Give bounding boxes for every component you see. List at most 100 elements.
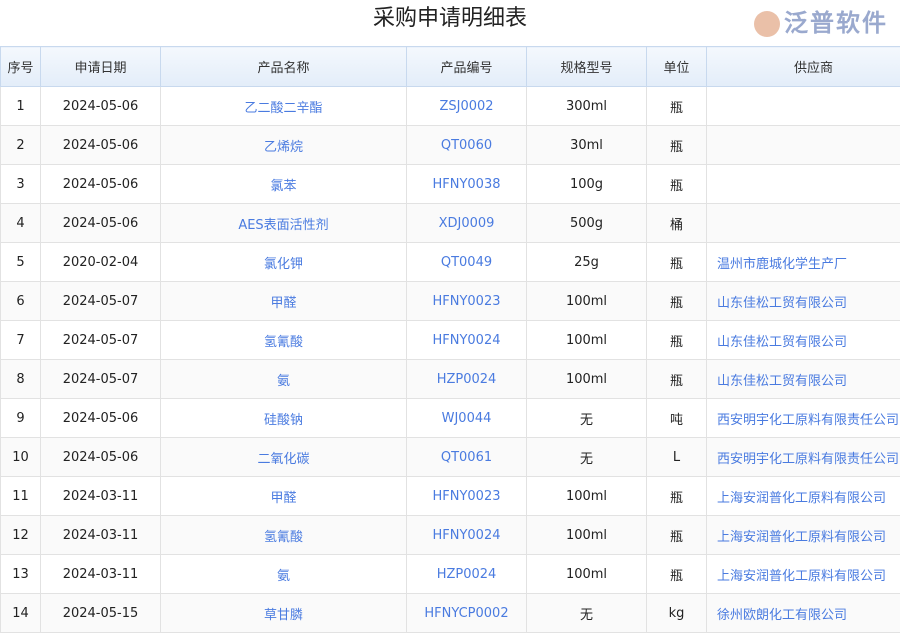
col-supplier-cell xyxy=(707,126,900,165)
col-supplier-cell[interactable]: 西安明宇化工原料有限责任公司 xyxy=(707,399,900,438)
watermark: 泛普软件 xyxy=(754,6,888,40)
col-product-name-cell[interactable]: 氨 xyxy=(161,360,407,399)
col-supplier-cell[interactable]: 上海安润普化工原料有限公司 xyxy=(707,555,900,594)
col-index-cell: 1 xyxy=(1,87,41,126)
col-product-code-cell[interactable]: HFNY0024 xyxy=(407,321,527,360)
col-index-cell: 5 xyxy=(1,243,41,282)
col-index-cell: 13 xyxy=(1,555,41,594)
col-index-cell: 2 xyxy=(1,126,41,165)
col-product-name-cell[interactable]: 乙二酸二辛酯 xyxy=(161,87,407,126)
col-supplier-cell[interactable]: 山东佳松工贸有限公司 xyxy=(707,360,900,399)
col-unit-cell: L xyxy=(647,438,707,477)
col-supplier-cell[interactable]: 山东佳松工贸有限公司 xyxy=(707,282,900,321)
col-product-code-cell[interactable]: WJ0044 xyxy=(407,399,527,438)
col-spec-header: 规格型号 xyxy=(527,47,647,87)
col-spec-cell: 无 xyxy=(527,438,647,477)
col-supplier-cell[interactable]: 西安明宇化工原料有限责任公司 xyxy=(707,438,900,477)
col-unit-cell: 吨 xyxy=(647,399,707,438)
col-spec-cell: 300ml xyxy=(527,87,647,126)
col-product-name-cell[interactable]: 氢氰酸 xyxy=(161,516,407,555)
col-product-name-cell[interactable]: 氯化钾 xyxy=(161,243,407,282)
col-product-name-cell[interactable]: 氢氰酸 xyxy=(161,321,407,360)
col-date-cell: 2024-05-06 xyxy=(41,399,161,438)
col-unit-cell: kg xyxy=(647,594,707,633)
col-product-code-cell[interactable]: HFNY0024 xyxy=(407,516,527,555)
col-spec-cell: 100g xyxy=(527,165,647,204)
col-product-name-cell[interactable]: 氨 xyxy=(161,555,407,594)
col-unit-cell: 桶 xyxy=(647,204,707,243)
col-date-header: 申请日期 xyxy=(41,47,161,87)
col-product-code-header: 产品编号 xyxy=(407,47,527,87)
col-date-cell: 2024-05-06 xyxy=(41,165,161,204)
col-spec-cell: 100ml xyxy=(527,321,647,360)
col-unit-cell: 瓶 xyxy=(647,555,707,594)
col-index-cell: 8 xyxy=(1,360,41,399)
col-spec-cell: 25g xyxy=(527,243,647,282)
col-date-cell: 2024-05-06 xyxy=(41,126,161,165)
col-index-cell: 7 xyxy=(1,321,41,360)
col-unit-cell: 瓶 xyxy=(647,282,707,321)
col-product-name-cell[interactable]: 硅酸钠 xyxy=(161,399,407,438)
col-product-code-cell[interactable]: HZP0024 xyxy=(407,360,527,399)
col-product-name-cell[interactable]: 乙烯烷 xyxy=(161,126,407,165)
col-product-name-cell[interactable]: AES表面活性剂 xyxy=(161,204,407,243)
col-supplier-cell[interactable]: 上海安润普化工原料有限公司 xyxy=(707,516,900,555)
col-date-cell: 2024-03-11 xyxy=(41,477,161,516)
col-spec-cell: 100ml xyxy=(527,282,647,321)
col-supplier-cell xyxy=(707,165,900,204)
col-product-code-cell[interactable]: HZP0024 xyxy=(407,555,527,594)
col-product-name-cell[interactable]: 氯苯 xyxy=(161,165,407,204)
col-date-cell: 2024-05-15 xyxy=(41,594,161,633)
col-index-cell: 10 xyxy=(1,438,41,477)
col-date-cell: 2024-03-11 xyxy=(41,555,161,594)
col-index-cell: 9 xyxy=(1,399,41,438)
col-index-header: 序号 xyxy=(1,47,41,87)
col-product-code-cell[interactable]: HFNY0038 xyxy=(407,165,527,204)
col-date-cell: 2024-05-07 xyxy=(41,282,161,321)
col-index-cell: 4 xyxy=(1,204,41,243)
logo-icon xyxy=(754,11,780,37)
col-supplier-cell[interactable]: 上海安润普化工原料有限公司 xyxy=(707,477,900,516)
col-date-cell: 2024-03-11 xyxy=(41,516,161,555)
col-product-code-cell[interactable]: ZSJ0002 xyxy=(407,87,527,126)
col-index-cell: 11 xyxy=(1,477,41,516)
col-supplier-cell[interactable]: 山东佳松工贸有限公司 xyxy=(707,321,900,360)
col-product-code-cell[interactable]: HFNYCP0002 xyxy=(407,594,527,633)
col-product-code-cell[interactable]: QT0060 xyxy=(407,126,527,165)
col-unit-cell: 瓶 xyxy=(647,516,707,555)
col-product-name-cell[interactable]: 二氧化碳 xyxy=(161,438,407,477)
col-supplier-header: 供应商 xyxy=(707,47,900,87)
col-product-name-header: 产品名称 xyxy=(161,47,407,87)
col-supplier-cell[interactable]: 温州市鹿城化学生产厂 xyxy=(707,243,900,282)
col-index-cell: 14 xyxy=(1,594,41,633)
col-index-cell: 3 xyxy=(1,165,41,204)
col-date-cell: 2024-05-07 xyxy=(41,360,161,399)
col-spec-cell: 无 xyxy=(527,399,647,438)
col-index-cell: 6 xyxy=(1,282,41,321)
col-spec-cell: 100ml xyxy=(527,477,647,516)
col-product-code-cell[interactable]: HFNY0023 xyxy=(407,477,527,516)
col-unit-cell: 瓶 xyxy=(647,87,707,126)
col-product-code-cell[interactable]: HFNY0023 xyxy=(407,282,527,321)
col-supplier-cell[interactable]: 徐州欧朗化工有限公司 xyxy=(707,594,900,633)
col-product-name-cell[interactable]: 草甘膦 xyxy=(161,594,407,633)
col-supplier-cell xyxy=(707,204,900,243)
col-date-cell: 2024-05-06 xyxy=(41,87,161,126)
col-product-code-cell[interactable]: XDJ0009 xyxy=(407,204,527,243)
col-product-code-cell[interactable]: QT0049 xyxy=(407,243,527,282)
col-product-name-cell[interactable]: 甲醛 xyxy=(161,282,407,321)
col-product-code-cell[interactable]: QT0061 xyxy=(407,438,527,477)
col-product-name-cell[interactable]: 甲醛 xyxy=(161,477,407,516)
